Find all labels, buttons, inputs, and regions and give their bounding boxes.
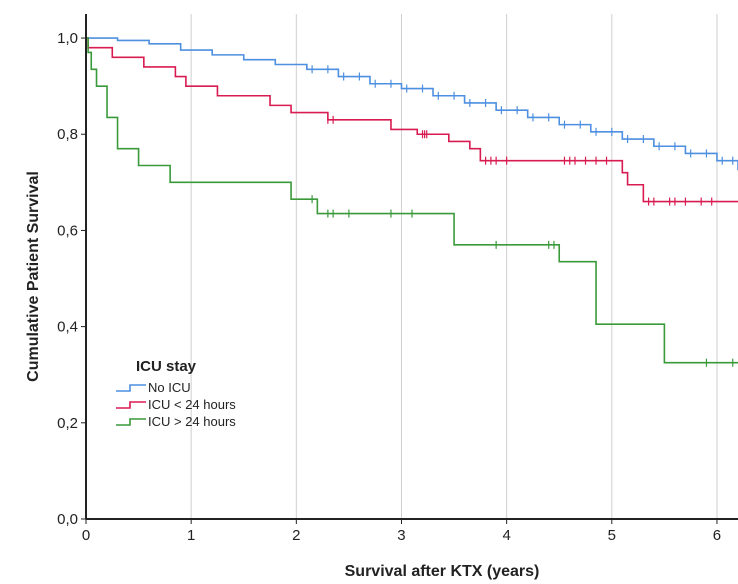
x-tick-label: 1 bbox=[187, 527, 195, 544]
legend-swatch bbox=[116, 401, 146, 409]
series-icu-24-hours bbox=[86, 37, 738, 206]
y-tick-label: 0,4 bbox=[57, 319, 78, 336]
x-tick-label: 5 bbox=[608, 527, 616, 544]
legend-swatch bbox=[116, 418, 146, 426]
x-tick-label: 4 bbox=[502, 527, 510, 544]
axes bbox=[85, 14, 738, 520]
x-tick-label: 3 bbox=[397, 527, 405, 544]
legend-label: No ICU bbox=[148, 380, 191, 395]
y-axis-title: Cumulative Patient Survival bbox=[25, 171, 42, 382]
y-tick-label: 0,8 bbox=[57, 126, 78, 143]
survival-curve bbox=[86, 37, 738, 171]
y-tick-label: 1,0 bbox=[57, 30, 78, 47]
x-tick-label: 6 bbox=[713, 527, 721, 544]
x-axis-title: Survival after KTX (years) bbox=[345, 563, 540, 580]
legend-title: ICU stay bbox=[136, 358, 197, 375]
x-tick-label: 0 bbox=[82, 527, 90, 544]
x-tick-label: 2 bbox=[292, 527, 300, 544]
survival-curve bbox=[86, 37, 738, 364]
series-icu-24-hours bbox=[86, 37, 738, 367]
series-no-icu bbox=[86, 37, 738, 171]
series-lines bbox=[86, 37, 738, 367]
tick-labels: 0 1 2 3 4 5 6 0,0 0,2 0,4 0,6 0,8 1,0 bbox=[57, 30, 721, 544]
y-tick-label: 0,6 bbox=[57, 222, 78, 239]
y-tick-label: 0,0 bbox=[57, 511, 78, 528]
survival-curve bbox=[86, 37, 738, 203]
legend-swatch bbox=[116, 384, 146, 392]
legend-entries: No ICU ICU < 24 hours ICU > 24 hours bbox=[116, 380, 236, 429]
gridlines bbox=[190, 14, 718, 519]
y-tick-label: 0,2 bbox=[57, 415, 78, 432]
legend-label: ICU < 24 hours bbox=[148, 397, 236, 412]
legend-label: ICU > 24 hours bbox=[148, 414, 236, 429]
legend: ICU stay No ICU ICU < 24 hours ICU > 24 ho… bbox=[116, 358, 236, 429]
